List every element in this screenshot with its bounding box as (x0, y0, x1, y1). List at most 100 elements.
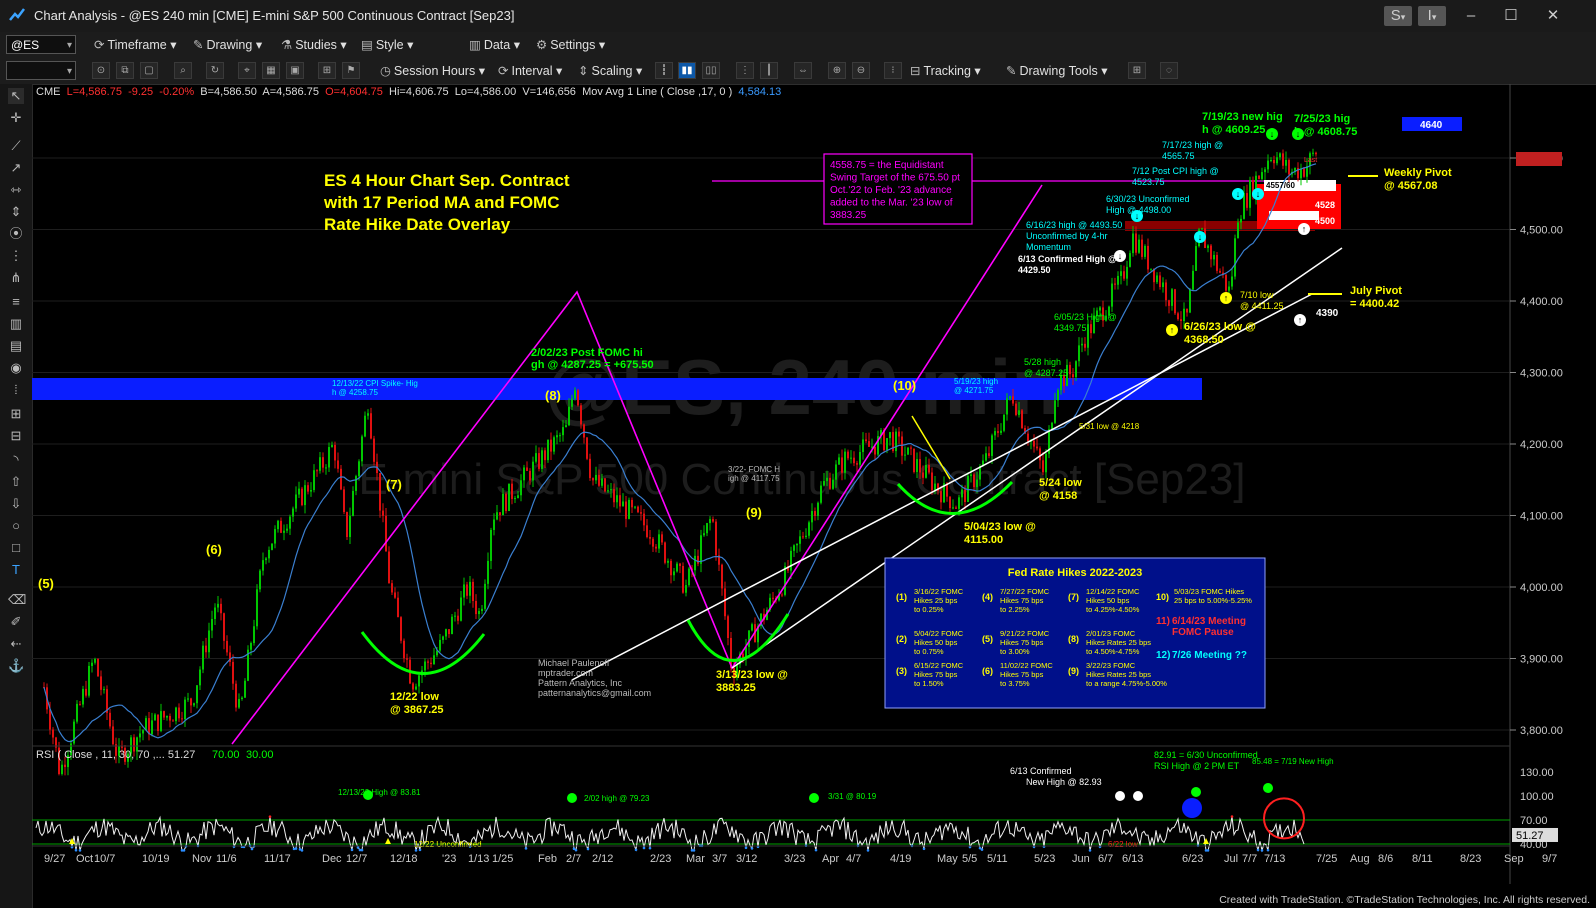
symbol-link-s-button[interactable]: S▾ (1384, 6, 1412, 26)
add-window-icon[interactable]: ⊞ (1128, 62, 1146, 79)
drawing-tools-menu[interactable]: ✎ Drawing Tools ▾ (1006, 64, 1108, 78)
refresh-icon[interactable]: ↻ (206, 62, 224, 79)
lock-icon[interactable]: ▣ (286, 62, 304, 79)
candlestick-icon[interactable]: ▮▮ (678, 62, 696, 79)
rsi-oversold-dot (70, 845, 74, 849)
ray-tool-icon[interactable]: ↗ (10, 160, 22, 175)
symbol-input[interactable]: @ES (6, 35, 76, 55)
candle-body (223, 613, 225, 641)
expand-icon[interactable]: ⇔ (794, 62, 812, 79)
close-button[interactable]: ✕ (1546, 7, 1560, 24)
scaling-menu[interactable]: ⇕ Scaling ▾ (578, 64, 643, 78)
pointer-tool-icon[interactable]: ↖ (8, 88, 24, 104)
offset-icon[interactable]: ┃ (760, 62, 778, 79)
magnet-tool-icon[interactable]: ⚓ (8, 658, 25, 673)
fib-tool-icon[interactable]: ⦿ (9, 226, 23, 241)
zoom-in-icon[interactable]: ⊕ (828, 62, 846, 79)
snap-icon[interactable]: ⌖ (238, 62, 256, 79)
grid-icon[interactable]: ▦ (262, 62, 280, 79)
style-menu[interactable]: ▤ Style ▾ (361, 38, 414, 52)
candle-body (406, 658, 408, 660)
price-chart[interactable]: @ES, 240 min E-mini S&P 500 Continuous C… (32, 84, 1596, 908)
vertical-line-tool-icon[interactable]: ⇕ (10, 204, 22, 219)
candle-body (685, 585, 687, 593)
session-hours-menu[interactable]: ◷ Session Hours ▾ (380, 64, 485, 78)
gann-tool-icon[interactable]: ▥ (9, 316, 23, 331)
maximize-button[interactable]: ☐ (1504, 7, 1518, 24)
zoom-out-icon[interactable]: ⊖ (852, 62, 870, 79)
eraser-tool-icon[interactable]: ⌫ (8, 592, 27, 607)
pitchfork-tool-icon[interactable]: ⋔ (10, 270, 22, 285)
chat-icon[interactable]: ◌ (1160, 62, 1178, 79)
zoom-icon[interactable]: ⌕ (174, 62, 192, 79)
cursor-icon[interactable]: ⁝ (884, 62, 902, 79)
candle-body (289, 516, 291, 529)
candle-body (1273, 159, 1275, 164)
arc-tool-icon[interactable]: ◉ (10, 360, 22, 375)
drawing-menu[interactable]: ✎ Drawing ▾ (193, 38, 263, 52)
candle-body (127, 753, 129, 762)
pct-change: -0.20% (159, 86, 195, 98)
candle-body (901, 436, 903, 456)
flag-icon[interactable]: ⚑ (342, 62, 360, 79)
candle-body (535, 453, 537, 462)
rsi-annotation: 12/22 Unconfirmed (414, 840, 482, 849)
time-zone-tool-icon[interactable]: ⦙ (14, 382, 18, 397)
candle-body (787, 566, 789, 571)
symbol-link-i-button[interactable]: I▾ (1418, 6, 1446, 26)
chart-type-icon[interactable]: ⊞ (318, 62, 336, 79)
speed-lines-tool-icon[interactable]: ▤ (9, 338, 23, 353)
time-tick-label: 4/19 (890, 853, 911, 865)
tracking-menu[interactable]: ⊟ Tracking ▾ (910, 64, 981, 78)
candle-body (97, 658, 99, 677)
scale-icon[interactable]: ⋮ (736, 62, 754, 79)
cycle-tool-icon[interactable]: ⊟ (10, 428, 22, 443)
pan-tool-icon[interactable]: ⇠ (10, 636, 22, 651)
time-tick-label: Oct (76, 853, 93, 865)
candle-body (1297, 167, 1299, 179)
minimize-button[interactable]: – (1466, 7, 1476, 24)
horizontal-line-tool-icon[interactable]: ⇿ (10, 182, 22, 197)
interval-icon: ⟳ (498, 64, 509, 78)
trendline-tool-icon[interactable]: ⟋ (11, 138, 21, 153)
interval-menu[interactable]: ⟳ Interval ▾ (498, 64, 563, 78)
rectangle-tool-icon[interactable]: □ (12, 540, 20, 555)
last-price-marker (1516, 152, 1562, 166)
settings-menu[interactable]: ⚙ Settings ▾ (536, 38, 606, 52)
text-tool-icon[interactable]: T (12, 562, 20, 577)
hollow-candle-icon[interactable]: ▯▯ (702, 62, 720, 79)
candle-body (94, 658, 96, 663)
link-icon[interactable]: ⊙ (92, 62, 110, 79)
candle-body (1270, 159, 1272, 161)
arc-drawing-icon[interactable]: ◝ (13, 452, 19, 467)
candle-body (451, 616, 453, 635)
candle-body (865, 439, 867, 442)
fed-item-line: 5/04/22 FOMC (914, 629, 964, 638)
copy-icon[interactable]: ⧉ (116, 62, 134, 79)
candle-body (1153, 268, 1155, 283)
candle-body (916, 459, 918, 473)
levels-tool-icon[interactable]: ≡ (12, 294, 20, 309)
crosshair-tool-icon[interactable]: ✛ (10, 110, 22, 125)
window-icon[interactable]: ▢ (140, 62, 158, 79)
regression-tool-icon[interactable]: ⊞ (10, 406, 22, 421)
bar-chart-icon[interactable]: ┇ (655, 62, 673, 79)
timeframe-menu[interactable]: ⟳ Timeframe ▾ (94, 38, 177, 52)
jul10-low-label: 7/10 low @ 4411.25 (1240, 290, 1284, 311)
arrow-down-tool-icon[interactable]: ⇩ (10, 496, 22, 511)
ellipse-tool-icon[interactable]: ○ (12, 518, 20, 533)
marker-tool-icon[interactable]: ✐ (10, 614, 22, 629)
candle-body (226, 640, 228, 653)
candle-body (1162, 282, 1164, 288)
candle-body (1288, 159, 1290, 175)
secondary-symbol-input[interactable] (6, 61, 76, 81)
candle-body (331, 444, 333, 448)
data-menu[interactable]: ▥ Data ▾ (469, 38, 520, 52)
arrow-up-tool-icon[interactable]: ⇧ (10, 474, 22, 489)
candle-body (298, 488, 300, 495)
candle-body (118, 746, 120, 756)
footer-credit: Created with TradeStation. ©TradeStation… (1219, 894, 1590, 906)
channel-tool-icon[interactable]: ⋮ (9, 248, 23, 263)
studies-menu[interactable]: ⚗ Studies ▾ (281, 38, 347, 52)
candle-body (517, 495, 519, 499)
